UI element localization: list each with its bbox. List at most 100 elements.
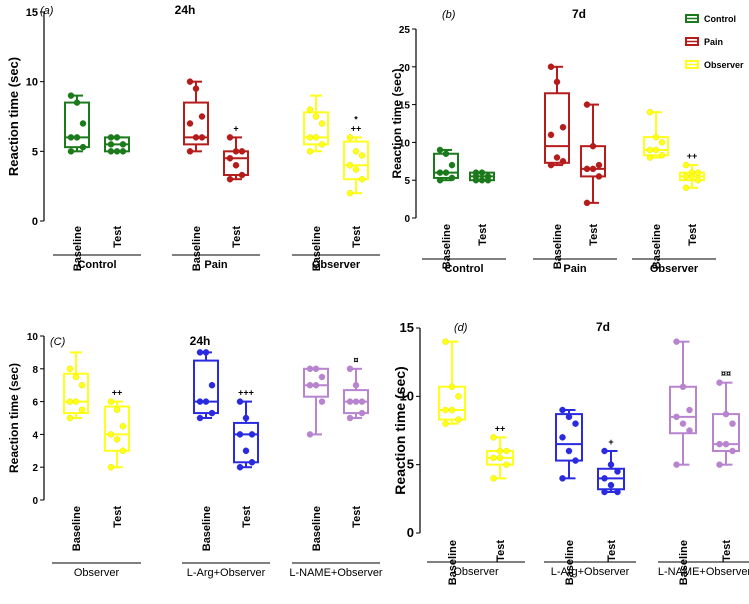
legend: Control Pain Observer — [685, 14, 744, 70]
box-plot — [669, 338, 697, 468]
data-point — [442, 338, 449, 345]
data-point — [658, 139, 666, 146]
data-point — [107, 463, 115, 471]
data-point — [646, 146, 654, 154]
data-point — [490, 454, 497, 462]
data-point — [455, 393, 462, 400]
y-tick-label: 10 — [27, 332, 39, 343]
box-plot — [438, 338, 466, 427]
data-point — [442, 420, 449, 427]
data-point — [238, 171, 246, 179]
data-point — [79, 143, 87, 151]
data-point — [614, 468, 621, 475]
data-point — [119, 141, 127, 148]
box-plot: + — [223, 123, 249, 183]
data-point — [607, 461, 615, 468]
data-point — [186, 78, 194, 85]
y-tick-label: 0 — [407, 525, 414, 540]
data-point — [186, 148, 194, 155]
data-point — [673, 461, 680, 468]
data-point — [198, 134, 206, 141]
x-tick-label: Test — [112, 506, 124, 528]
data-point — [722, 410, 730, 418]
x-tick-label: Baseline — [447, 540, 459, 585]
data-point — [107, 431, 115, 438]
data-point — [729, 420, 736, 427]
data-point — [208, 381, 216, 389]
significance-marker: ¤ — [353, 355, 358, 365]
data-point — [318, 120, 326, 127]
data-point — [306, 431, 314, 438]
data-point — [79, 120, 87, 127]
panel-label: (a) — [40, 5, 54, 17]
data-point — [318, 373, 326, 381]
data-point — [236, 398, 244, 405]
data-point — [455, 416, 462, 423]
significance-marker: ++ — [112, 388, 123, 398]
y-tick-label: 10 — [399, 138, 411, 149]
box-plot — [433, 146, 459, 184]
group-label: L-NAME+Observer — [658, 566, 749, 578]
box-plot: ++ — [104, 388, 130, 471]
data-point — [503, 447, 510, 455]
data-point — [72, 373, 80, 381]
panel-label: (b) — [442, 9, 456, 21]
data-point — [595, 173, 603, 180]
data-point — [67, 148, 75, 155]
group-label: L-Arg+Observer — [187, 567, 266, 579]
group-label: L-NAME+Observer — [289, 567, 383, 579]
chart-panel: 0 5 10 15 (a) 24h Reaction time (sec) Baseline T… — [6, 3, 380, 271]
group-label: Observer — [74, 567, 120, 579]
x-tick-label: Baseline — [678, 540, 690, 585]
significance-marker: ++ — [687, 151, 698, 161]
box-plot — [643, 108, 669, 161]
x-tick-label: Test — [112, 226, 124, 248]
x-tick-label: Test — [495, 540, 507, 562]
data-point — [186, 120, 194, 127]
data-point — [306, 106, 314, 113]
data-point — [559, 434, 566, 441]
data-point — [346, 134, 354, 141]
data-point — [107, 141, 115, 148]
y-tick-label: 2 — [32, 463, 38, 474]
data-point — [565, 447, 573, 455]
data-point — [729, 447, 736, 455]
box-iqr — [438, 385, 466, 421]
data-point — [192, 85, 200, 92]
data-point — [196, 398, 204, 405]
box-plot — [303, 365, 329, 438]
data-point — [646, 108, 654, 116]
data-point — [196, 349, 204, 356]
data-point — [236, 463, 244, 471]
y-axis-label: Reaction time (sec) — [390, 68, 404, 178]
data-point — [358, 398, 366, 405]
data-point — [242, 414, 250, 422]
x-tick-label: Test — [606, 540, 618, 562]
data-point — [208, 409, 216, 417]
box-plot: ¤ — [343, 355, 369, 422]
box-plot — [303, 94, 329, 155]
data-point — [248, 431, 256, 438]
x-tick-label: Baseline — [564, 540, 576, 585]
data-point — [318, 141, 326, 148]
data-point — [652, 133, 660, 141]
chart-title: 24h — [190, 334, 211, 348]
data-point — [595, 161, 603, 169]
data-point — [448, 383, 456, 391]
data-point — [547, 161, 555, 169]
significance-marker: +++ — [238, 388, 254, 398]
x-tick-label: Test — [241, 506, 253, 528]
significance-marker: * — [354, 114, 358, 124]
data-point — [248, 459, 256, 466]
data-point — [196, 414, 204, 422]
panel-label: (C) — [50, 336, 66, 348]
data-point — [553, 154, 561, 161]
data-point — [232, 148, 240, 155]
data-point — [66, 414, 74, 422]
data-point — [583, 165, 591, 173]
data-point — [352, 381, 360, 389]
data-point — [686, 406, 693, 414]
chart-panel: 0 5 10 15 20 25 (b) 7d Reaction time (sec) Baseli… — [390, 7, 716, 275]
chart-title: 24h — [175, 3, 196, 17]
